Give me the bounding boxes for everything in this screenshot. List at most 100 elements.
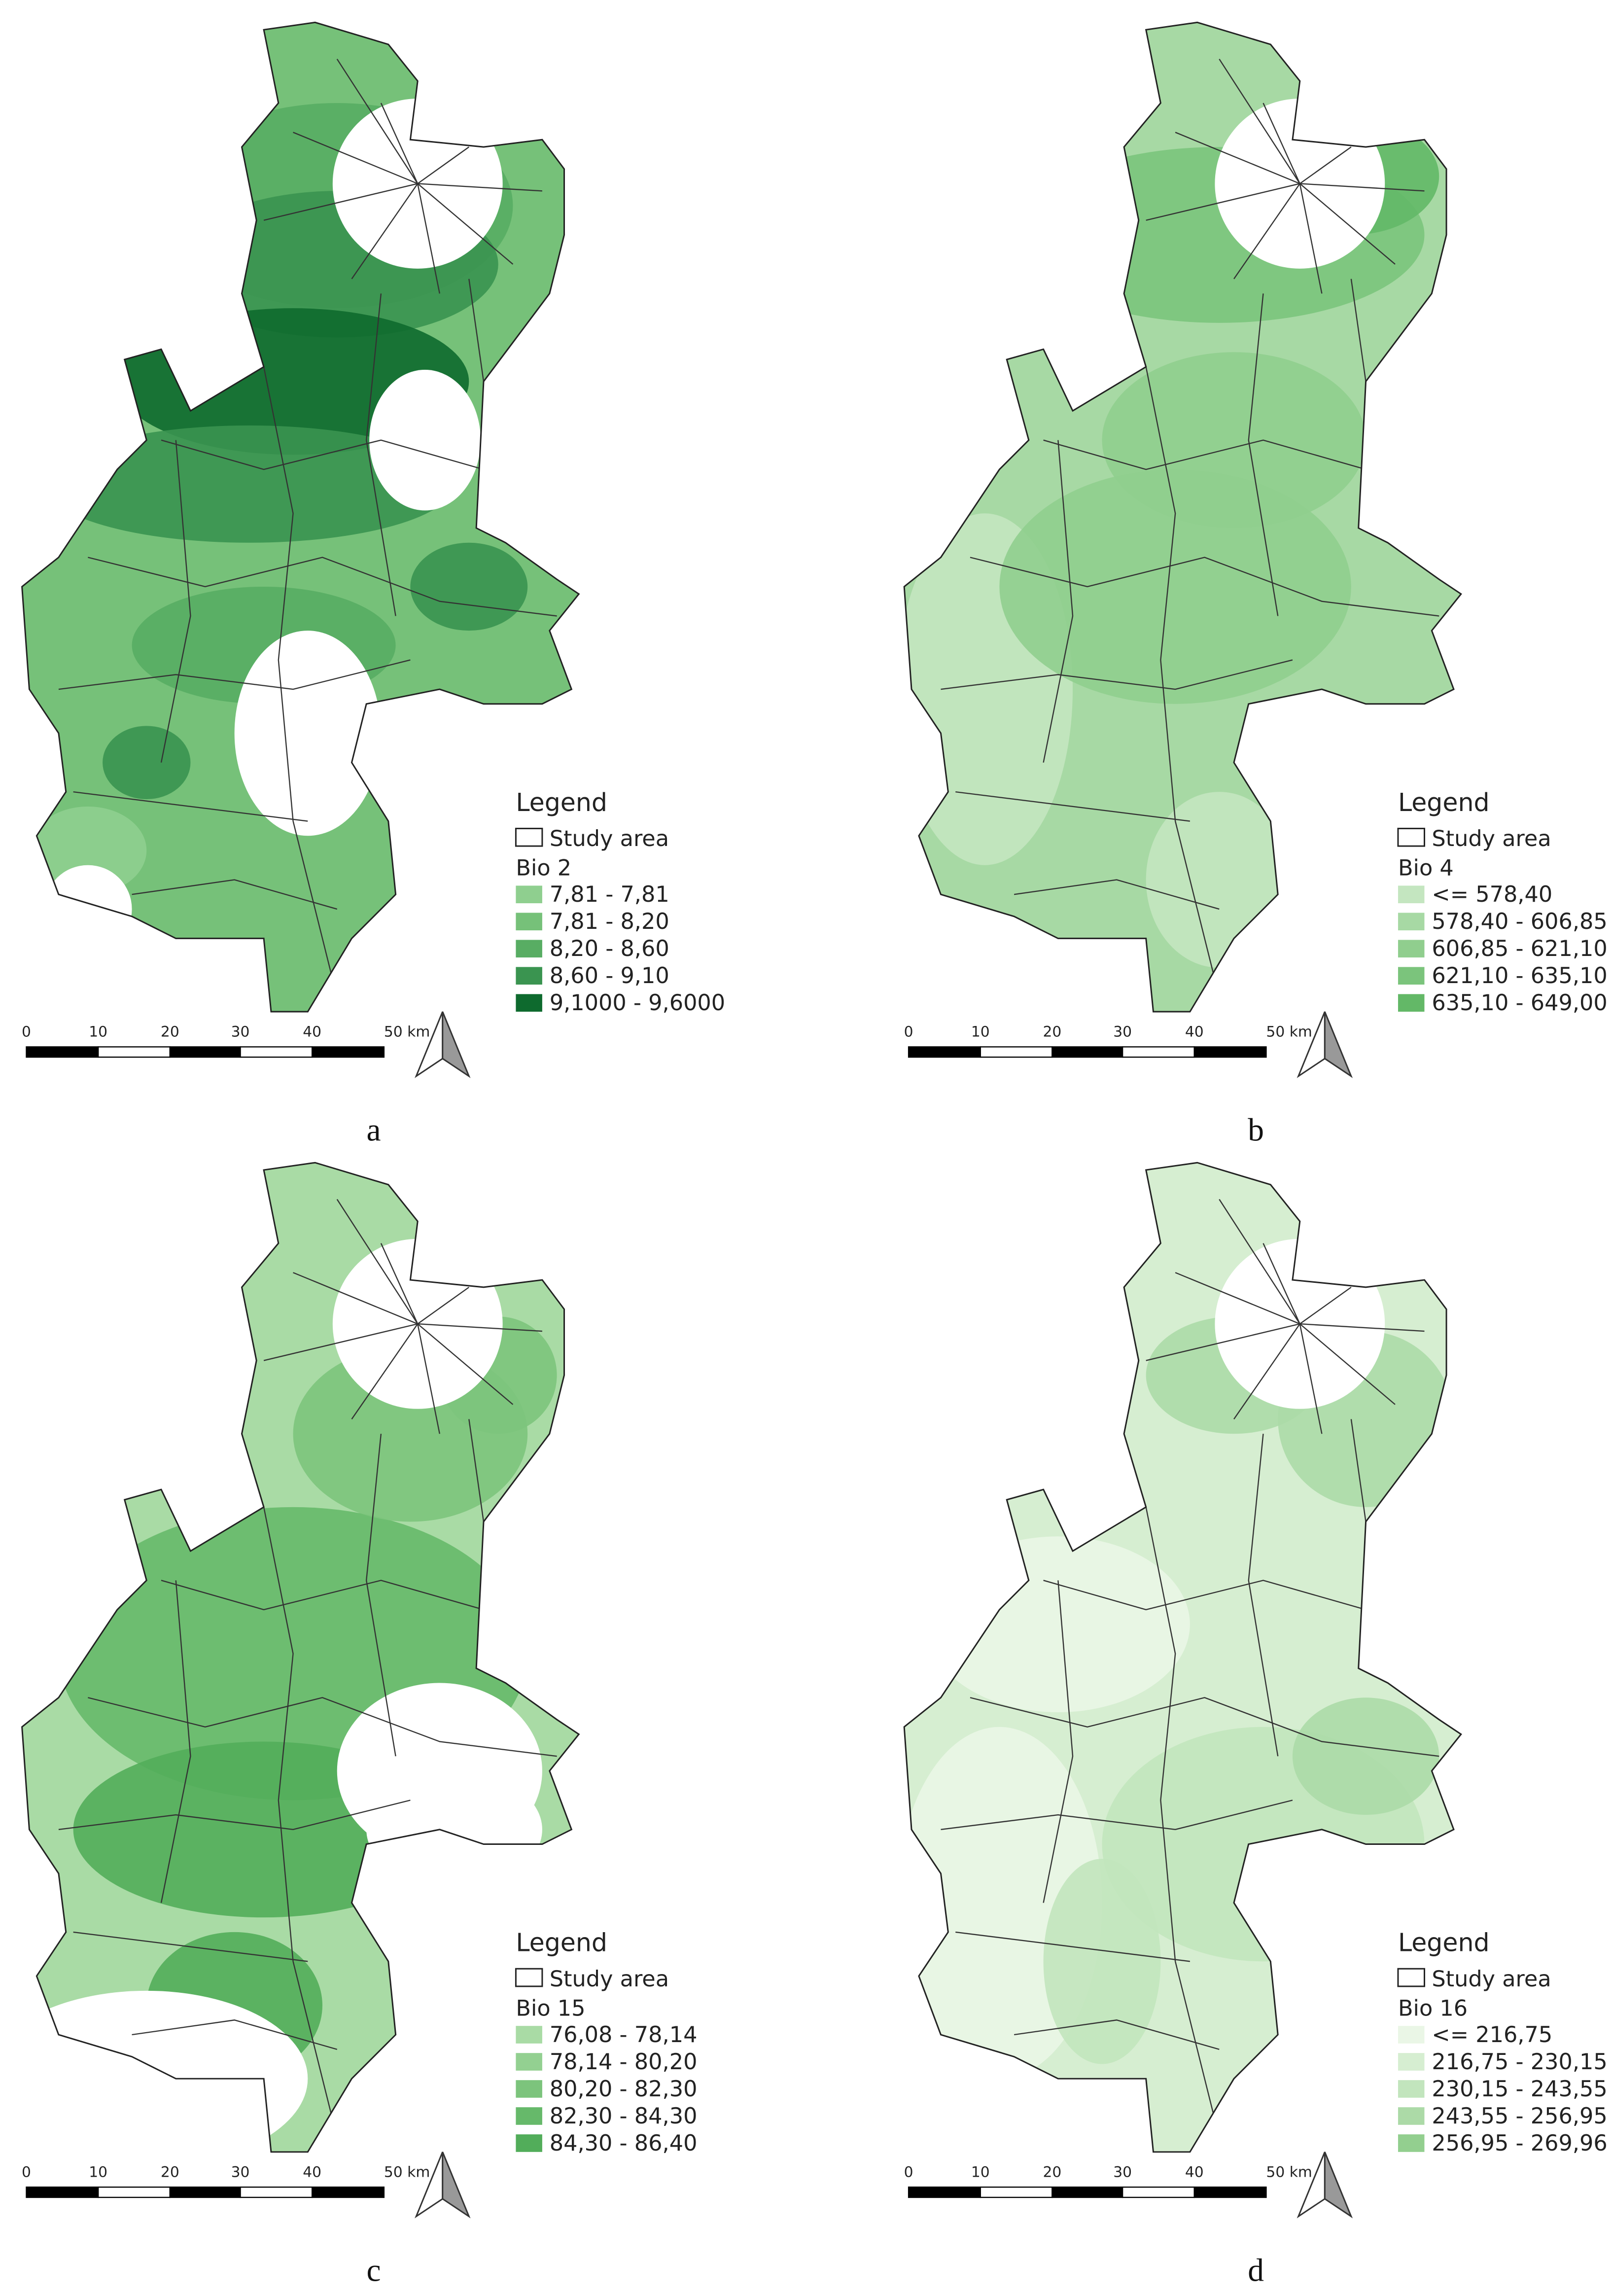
legend-label: 82,30 - 84,30 — [550, 2103, 698, 2129]
map-surface — [22, 1163, 579, 2152]
district-border — [955, 791, 1191, 822]
district-border — [970, 557, 1439, 617]
district-border — [263, 1507, 294, 1962]
panel-letter: c — [367, 2253, 381, 2288]
legend-label: 80,20 - 82,30 — [550, 2076, 698, 2102]
district-border — [380, 1243, 419, 1324]
surface-zone — [234, 631, 381, 836]
legend-label: 7,81 - 8,20 — [550, 909, 669, 934]
legend-swatch — [515, 827, 543, 847]
district-border — [1299, 183, 1396, 265]
legend-swatch — [1398, 2053, 1425, 2071]
district-border — [293, 1272, 418, 1325]
legend-variable: Bio 2 — [516, 855, 571, 881]
district-border — [161, 1580, 484, 1611]
scale-segment — [1121, 2186, 1195, 2198]
surface-zone — [366, 1770, 542, 1888]
legend-label: 243,55 - 256,95 — [1432, 2103, 1607, 2129]
scale-segment — [169, 2186, 241, 2198]
surface-zone — [369, 369, 481, 511]
north-arrow — [415, 1011, 444, 1078]
legend-label: Study area — [1432, 826, 1551, 851]
scale-label: 10 — [89, 1024, 107, 1041]
district-border — [468, 279, 485, 382]
district-border — [1174, 1961, 1220, 2138]
district-border — [58, 659, 411, 690]
district-border — [1146, 1323, 1300, 1361]
legend-label: 635,10 - 649,00 — [1432, 990, 1607, 1016]
district-border — [417, 1323, 440, 1434]
legend-swatch — [1398, 913, 1425, 931]
district-border — [160, 440, 191, 763]
district-border — [1043, 1580, 1366, 1611]
district-border — [1175, 1272, 1300, 1325]
legend-label: Study area — [550, 1966, 669, 1992]
north-arrow — [1324, 1011, 1353, 1078]
legend-swatch — [1398, 2026, 1425, 2044]
scale-label: 40 — [1185, 2163, 1204, 2181]
district-border — [417, 1286, 469, 1325]
scale-label: 50 km — [1266, 2163, 1312, 2181]
scale-label: 20 — [1043, 1024, 1062, 1041]
legend-title: Legend — [516, 788, 607, 817]
scale-label: 30 — [1113, 2163, 1132, 2181]
legend-variable: Bio 16 — [1398, 1995, 1468, 2021]
legend-label: Study area — [550, 826, 669, 851]
scale-label: 40 — [303, 1024, 321, 1041]
legend-swatch — [516, 994, 542, 1012]
scale-segment — [240, 2186, 313, 2198]
district-border — [365, 293, 396, 616]
legend-swatch — [1398, 2107, 1425, 2125]
legend-label: Study area — [1432, 1966, 1551, 1992]
legend-swatch — [1398, 994, 1425, 1012]
district-border — [1174, 821, 1220, 997]
district-border — [1299, 146, 1352, 184]
legend-label: 8,20 - 8,60 — [550, 936, 669, 961]
scale-segment — [980, 1046, 1053, 1058]
legend-swatch — [1397, 1968, 1425, 1987]
legend-swatch — [516, 2053, 542, 2071]
study-area-outline — [903, 1162, 1462, 2153]
district-border — [292, 1961, 338, 2138]
legend-label: 606,85 - 621,10 — [1432, 936, 1607, 961]
district-border — [263, 183, 418, 221]
surface-zone — [1043, 1859, 1161, 2064]
legend-swatch — [1398, 967, 1425, 985]
panel-letter: d — [1248, 2253, 1264, 2288]
district-border — [941, 659, 1293, 690]
district-border — [351, 183, 419, 280]
legend-label: 84,30 - 86,40 — [550, 2130, 698, 2156]
legend-label: 76,08 - 78,14 — [550, 2022, 698, 2048]
map-surface — [904, 1163, 1461, 2152]
district-border — [263, 366, 294, 821]
map-panel: Legend Study area Bio 27,81 - 7,817,81 - 8… — [21, 21, 725, 1148]
district-border — [1014, 879, 1220, 910]
district-border — [293, 132, 418, 184]
scale-label: 30 — [231, 2163, 250, 2181]
legend-label: 621,10 - 635,10 — [1432, 963, 1607, 989]
legend-label: 78,14 - 80,20 — [550, 2049, 698, 2075]
north-arrow — [1297, 1011, 1326, 1078]
district-border — [336, 1199, 419, 1324]
district-border — [1145, 1507, 1176, 1962]
legend-label: 216,75 - 230,15 — [1432, 2049, 1607, 2075]
scale-label: 0 — [904, 1024, 913, 1041]
legend-label: <= 216,75 — [1432, 2022, 1552, 2048]
panel-letter: b — [1248, 1113, 1264, 1148]
scale-segment — [97, 2186, 171, 2198]
scale-label: 10 — [89, 2163, 107, 2181]
legend-swatch — [1397, 827, 1425, 847]
legend-variable: Bio 15 — [516, 1995, 585, 2021]
scale-segment — [1051, 1046, 1123, 1058]
district-border — [1350, 279, 1367, 382]
district-border — [1233, 1323, 1300, 1420]
surface-zone — [1102, 352, 1366, 529]
district-border — [1146, 183, 1300, 221]
legend-swatch — [516, 2080, 542, 2098]
scale-segment — [169, 1046, 241, 1058]
district-border — [160, 1580, 191, 1903]
legend-swatch — [516, 913, 542, 931]
study-area-outline — [21, 21, 580, 1013]
